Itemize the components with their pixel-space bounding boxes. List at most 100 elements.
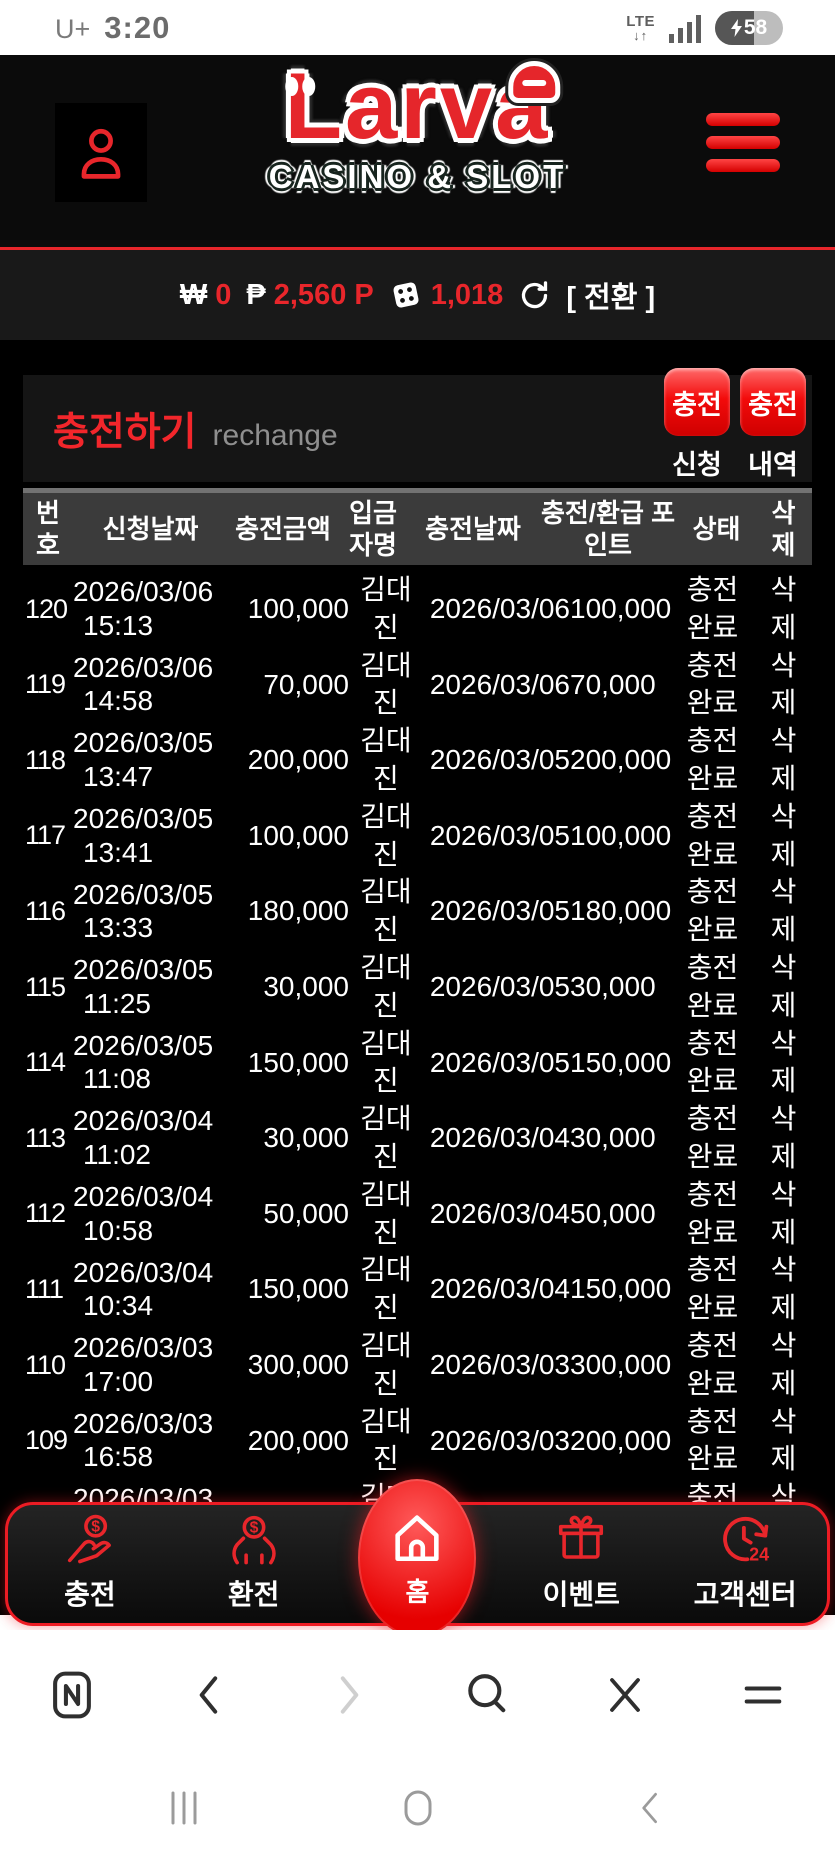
- points-cell: 300,000: [570, 1348, 672, 1380]
- header-delete: 삭제: [771, 497, 796, 561]
- amount-cell: 100,000: [247, 593, 349, 624]
- delete-link[interactable]: 삭제: [770, 649, 797, 719]
- nav-events[interactable]: 이벤트: [499, 1505, 663, 1623]
- charge-date-cell: 2026/03/05: [429, 970, 570, 1002]
- depositor-cell: 김대진: [360, 1103, 412, 1172]
- delete-link[interactable]: 삭제: [770, 1329, 797, 1399]
- convert-link[interactable]: [ 전환 ]: [566, 282, 656, 314]
- amount-cell: 200,000: [247, 1424, 349, 1456]
- table-body: 120 2026/03/06 15:13 100,000 김대진 2026/03…: [23, 565, 812, 1554]
- delete-link[interactable]: 삭제: [770, 1027, 797, 1097]
- points-cell: 150,000: [570, 1273, 672, 1305]
- nav-recharge[interactable]: $ 충전: [8, 1505, 172, 1623]
- request-date-cell: 2026/03/06 15:13: [73, 576, 214, 641]
- recents-button[interactable]: [160, 1784, 208, 1832]
- table-row: 117 2026/03/05 13:41 100,000 김대진 2026/03…: [23, 798, 812, 874]
- status-cell: 충전 완료: [686, 574, 739, 643]
- table-row: 116 2026/03/05 13:33 180,000 김대진 2026/03…: [23, 873, 812, 949]
- web-page: Larva CASINO & SLOT ₩ 0 ₱ 2,560 P: [0, 55, 835, 1615]
- amount-cell: 300,000: [247, 1348, 349, 1380]
- home-icon: [388, 1508, 446, 1566]
- request-date-cell: 2026/03/03 16:58: [73, 1407, 214, 1473]
- recharge-request-button[interactable]: 충전: [664, 368, 730, 436]
- request-date-cell: 2026/03/06 14:58: [73, 651, 214, 717]
- larva-head-icon: [508, 61, 561, 103]
- delete-link[interactable]: 삭제: [770, 951, 797, 1021]
- row-number: 110: [25, 1349, 66, 1380]
- table-row: 110 2026/03/03 17:00 300,000 김대진 2026/03…: [23, 1327, 812, 1403]
- request-date-cell: 2026/03/05 13:33: [73, 878, 214, 944]
- table-row: 114 2026/03/05 11:08 150,000 김대진 2026/03…: [23, 1025, 812, 1101]
- table-row: 115 2026/03/05 11:25 30,000 김대진 2026/03/…: [23, 949, 812, 1025]
- status-cell: 충전 완료: [686, 1329, 739, 1399]
- table-row: 112 2026/03/04 10:58 50,000 김대진 2026/03/…: [23, 1176, 812, 1252]
- nav-exchange-label: 환전: [227, 1579, 280, 1610]
- amount-cell: 50,000: [263, 1197, 349, 1229]
- status-bar: U+ 3:20 LTE ↓↑ 58: [0, 0, 835, 55]
- status-cell: 충전 완료: [686, 1178, 739, 1248]
- nav-exchange[interactable]: $ 환전: [172, 1505, 336, 1623]
- table-row: 111 2026/03/04 10:34 150,000 김대진 2026/03…: [23, 1251, 812, 1327]
- delete-link[interactable]: 삭제: [770, 800, 797, 870]
- header-charge-date: 충전날짜: [425, 513, 521, 544]
- nav-events-label: 이벤트: [542, 1579, 620, 1610]
- row-number: 115: [25, 971, 66, 1002]
- status-cell: 충전 완료: [686, 725, 739, 794]
- system-home-button[interactable]: [394, 1784, 442, 1832]
- browser-forward-button[interactable]: [320, 1667, 376, 1723]
- status-cell: 충전 완료: [686, 1405, 739, 1475]
- recharge-history-button[interactable]: 충전: [740, 368, 806, 436]
- charging-bolt-icon: [730, 18, 742, 37]
- balance-bar: ₩ 0 ₱ 2,560 P: [0, 250, 835, 340]
- menu-button[interactable]: [706, 113, 780, 172]
- larva-eyes-icon: [284, 77, 315, 96]
- delete-link[interactable]: 삭제: [770, 574, 797, 643]
- points-cell: 100,000: [570, 819, 672, 851]
- delete-link[interactable]: 삭제: [770, 1103, 797, 1172]
- recharge-history-label: 내역: [748, 450, 798, 480]
- request-date-cell: 2026/03/05 13:41: [73, 802, 214, 868]
- delete-link[interactable]: 삭제: [770, 1405, 797, 1475]
- request-date-cell: 2026/03/03 17:00: [73, 1332, 214, 1397]
- site-logo[interactable]: Larva CASINO & SLOT: [269, 56, 567, 196]
- nav-support[interactable]: 24 고객센터: [663, 1505, 827, 1623]
- dice-icon: [389, 278, 423, 312]
- points-cell: 30,000: [570, 1122, 656, 1154]
- request-date-cell: 2026/03/05 13:47: [73, 727, 214, 792]
- profile-button[interactable]: [55, 103, 147, 202]
- depositor-cell: 김대진: [360, 725, 412, 794]
- system-back-button[interactable]: [629, 1786, 673, 1830]
- row-number: 116: [25, 895, 66, 926]
- amount-cell: 180,000: [247, 895, 349, 927]
- header-request-date: 신청날짜: [102, 513, 199, 544]
- request-date-cell: 2026/03/04 11:02: [73, 1105, 214, 1170]
- browser-back-button[interactable]: [182, 1667, 238, 1723]
- delete-link[interactable]: 삭제: [770, 1178, 797, 1248]
- browser-menu-button[interactable]: [735, 1667, 791, 1723]
- browser-search-button[interactable]: [459, 1667, 515, 1723]
- system-nav: [0, 1760, 835, 1856]
- gift-icon: [554, 1512, 608, 1566]
- nav-support-label: 고객센터: [693, 1579, 797, 1610]
- refresh-icon[interactable]: [518, 279, 551, 312]
- browser-toolbar: [0, 1630, 835, 1760]
- delete-link[interactable]: 삭제: [770, 876, 797, 946]
- browser-close-button[interactable]: [597, 1667, 653, 1723]
- section-title-english: rechange: [212, 418, 338, 452]
- points-cell: 200,000: [570, 744, 672, 776]
- delete-link[interactable]: 삭제: [770, 725, 797, 794]
- row-number: 111: [25, 1273, 64, 1304]
- amount-cell: 100,000: [247, 819, 349, 851]
- delete-link[interactable]: 삭제: [770, 1254, 797, 1324]
- svg-text:$: $: [91, 1519, 100, 1536]
- recharge-section: 충전하기 rechange 충전 신청 충전 내역: [23, 368, 812, 482]
- row-number: 113: [25, 1122, 66, 1153]
- depositor-cell: 김대진: [360, 1329, 412, 1399]
- status-cell: 충전 완료: [686, 649, 739, 719]
- dollar-hand-icon: $: [63, 1512, 117, 1566]
- home-button[interactable]: 홈: [358, 1479, 477, 1637]
- svg-text:$: $: [249, 1520, 258, 1537]
- browser-app-button[interactable]: [44, 1667, 100, 1723]
- depositor-cell: 김대진: [360, 649, 412, 719]
- nav-home[interactable]: 홈: [336, 1479, 500, 1637]
